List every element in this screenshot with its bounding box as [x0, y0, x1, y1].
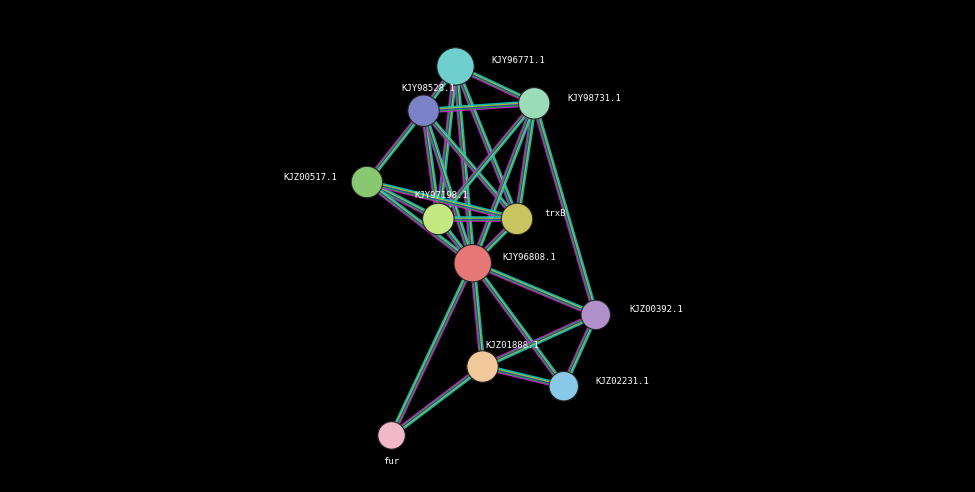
Text: KJY98731.1: KJY98731.1	[567, 94, 621, 103]
Circle shape	[549, 371, 578, 401]
Circle shape	[437, 48, 474, 85]
Circle shape	[467, 351, 498, 382]
Circle shape	[454, 245, 491, 282]
Circle shape	[581, 300, 610, 330]
Circle shape	[408, 95, 440, 126]
Text: KJZ00517.1: KJZ00517.1	[284, 173, 337, 182]
Text: KJZ00392.1: KJZ00392.1	[629, 306, 682, 314]
Text: KJY96771.1: KJY96771.1	[491, 56, 545, 65]
Text: KJZ02231.1: KJZ02231.1	[596, 377, 649, 386]
Text: trxB: trxB	[544, 209, 566, 217]
Circle shape	[519, 88, 550, 119]
Text: KJY97198.1: KJY97198.1	[413, 191, 468, 200]
Circle shape	[422, 203, 454, 235]
Text: KJY96808.1: KJY96808.1	[502, 253, 556, 262]
Text: fur: fur	[383, 457, 400, 465]
Circle shape	[351, 166, 383, 198]
Circle shape	[377, 422, 406, 449]
Text: KJY98528.1: KJY98528.1	[402, 84, 455, 93]
Circle shape	[501, 203, 532, 235]
Text: KJZ01888.1: KJZ01888.1	[486, 341, 539, 350]
